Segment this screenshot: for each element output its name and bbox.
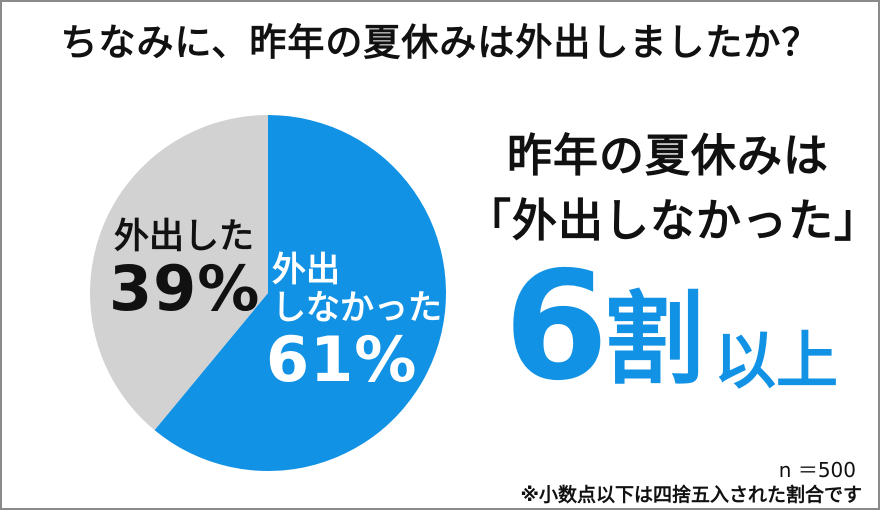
rounding-footnote: ※小数点以下は四捨五入された割合です — [520, 484, 862, 506]
pie-slice-did-not-go-out — [154, 115, 447, 472]
headline-line-1: 昨年の夏休みは — [506, 129, 829, 182]
big-result-unit: 割 — [604, 281, 704, 398]
headline-line-2: 「外出しなかった」 — [466, 194, 880, 247]
slice-value-did-not-go-out: 61% — [266, 323, 418, 396]
pie-chart — [88, 113, 448, 473]
slice-value-went-out: 39% — [109, 252, 261, 325]
chart-title: ちなみに、昨年の夏休みは外出しましたか？ — [60, 21, 820, 64]
slice-label-went-out: 外出した — [114, 217, 255, 257]
sample-size: n ＝500 — [778, 458, 856, 482]
pie-svg — [90, 115, 447, 472]
big-result: 6 割 以上 — [492, 252, 852, 412]
big-result-number: 6 — [504, 240, 609, 414]
big-result-suffix: 以上 — [714, 324, 839, 397]
slice-label-did-not-go-out-line-2: しなかった — [272, 288, 442, 328]
pie-slice-went-out — [90, 115, 268, 431]
slice-label-did-not-go-out-line-1: 外出 — [272, 250, 340, 290]
